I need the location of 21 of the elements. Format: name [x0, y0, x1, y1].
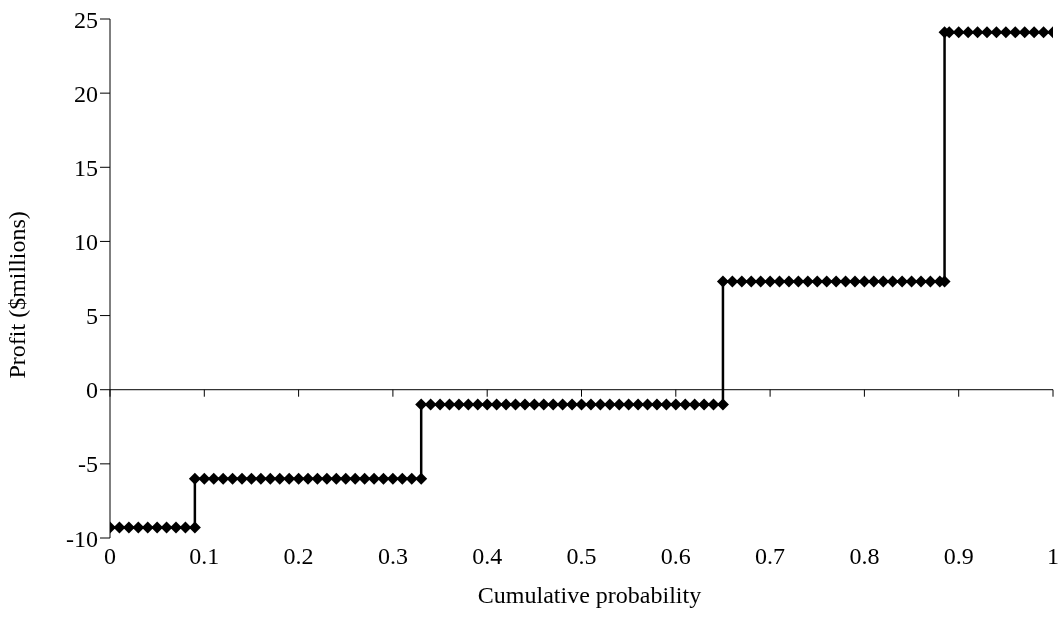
- x-tick-label: 0.2: [283, 543, 314, 570]
- y-tick-label: 15: [74, 154, 98, 181]
- x-tick-label: 0.5: [566, 543, 597, 570]
- y-tick-label: -5: [78, 451, 98, 478]
- x-tick-label: 0.8: [849, 543, 880, 570]
- y-tick-label: 25: [74, 6, 98, 33]
- x-tick-label: 0.3: [377, 543, 408, 570]
- y-tick-label: -10: [66, 525, 98, 552]
- y-tick-label: 5: [86, 303, 98, 330]
- y-tick-label: 10: [74, 228, 98, 255]
- x-axis-title: Cumulative probability: [476, 582, 703, 609]
- x-tick-label: 0.7: [755, 543, 786, 570]
- y-tick-label: 20: [74, 80, 98, 107]
- x-tick-label: 0: [104, 543, 116, 570]
- y-axis-title: Profit ($millions): [3, 211, 30, 379]
- x-tick-label: 0.1: [189, 543, 220, 570]
- y-tick-label: 0: [86, 377, 98, 404]
- x-tick-label: 1: [1047, 543, 1059, 570]
- x-tick-label: 0.9: [943, 543, 974, 570]
- x-tick-label: 0.6: [660, 543, 691, 570]
- x-tick-label: 0.4: [472, 543, 503, 570]
